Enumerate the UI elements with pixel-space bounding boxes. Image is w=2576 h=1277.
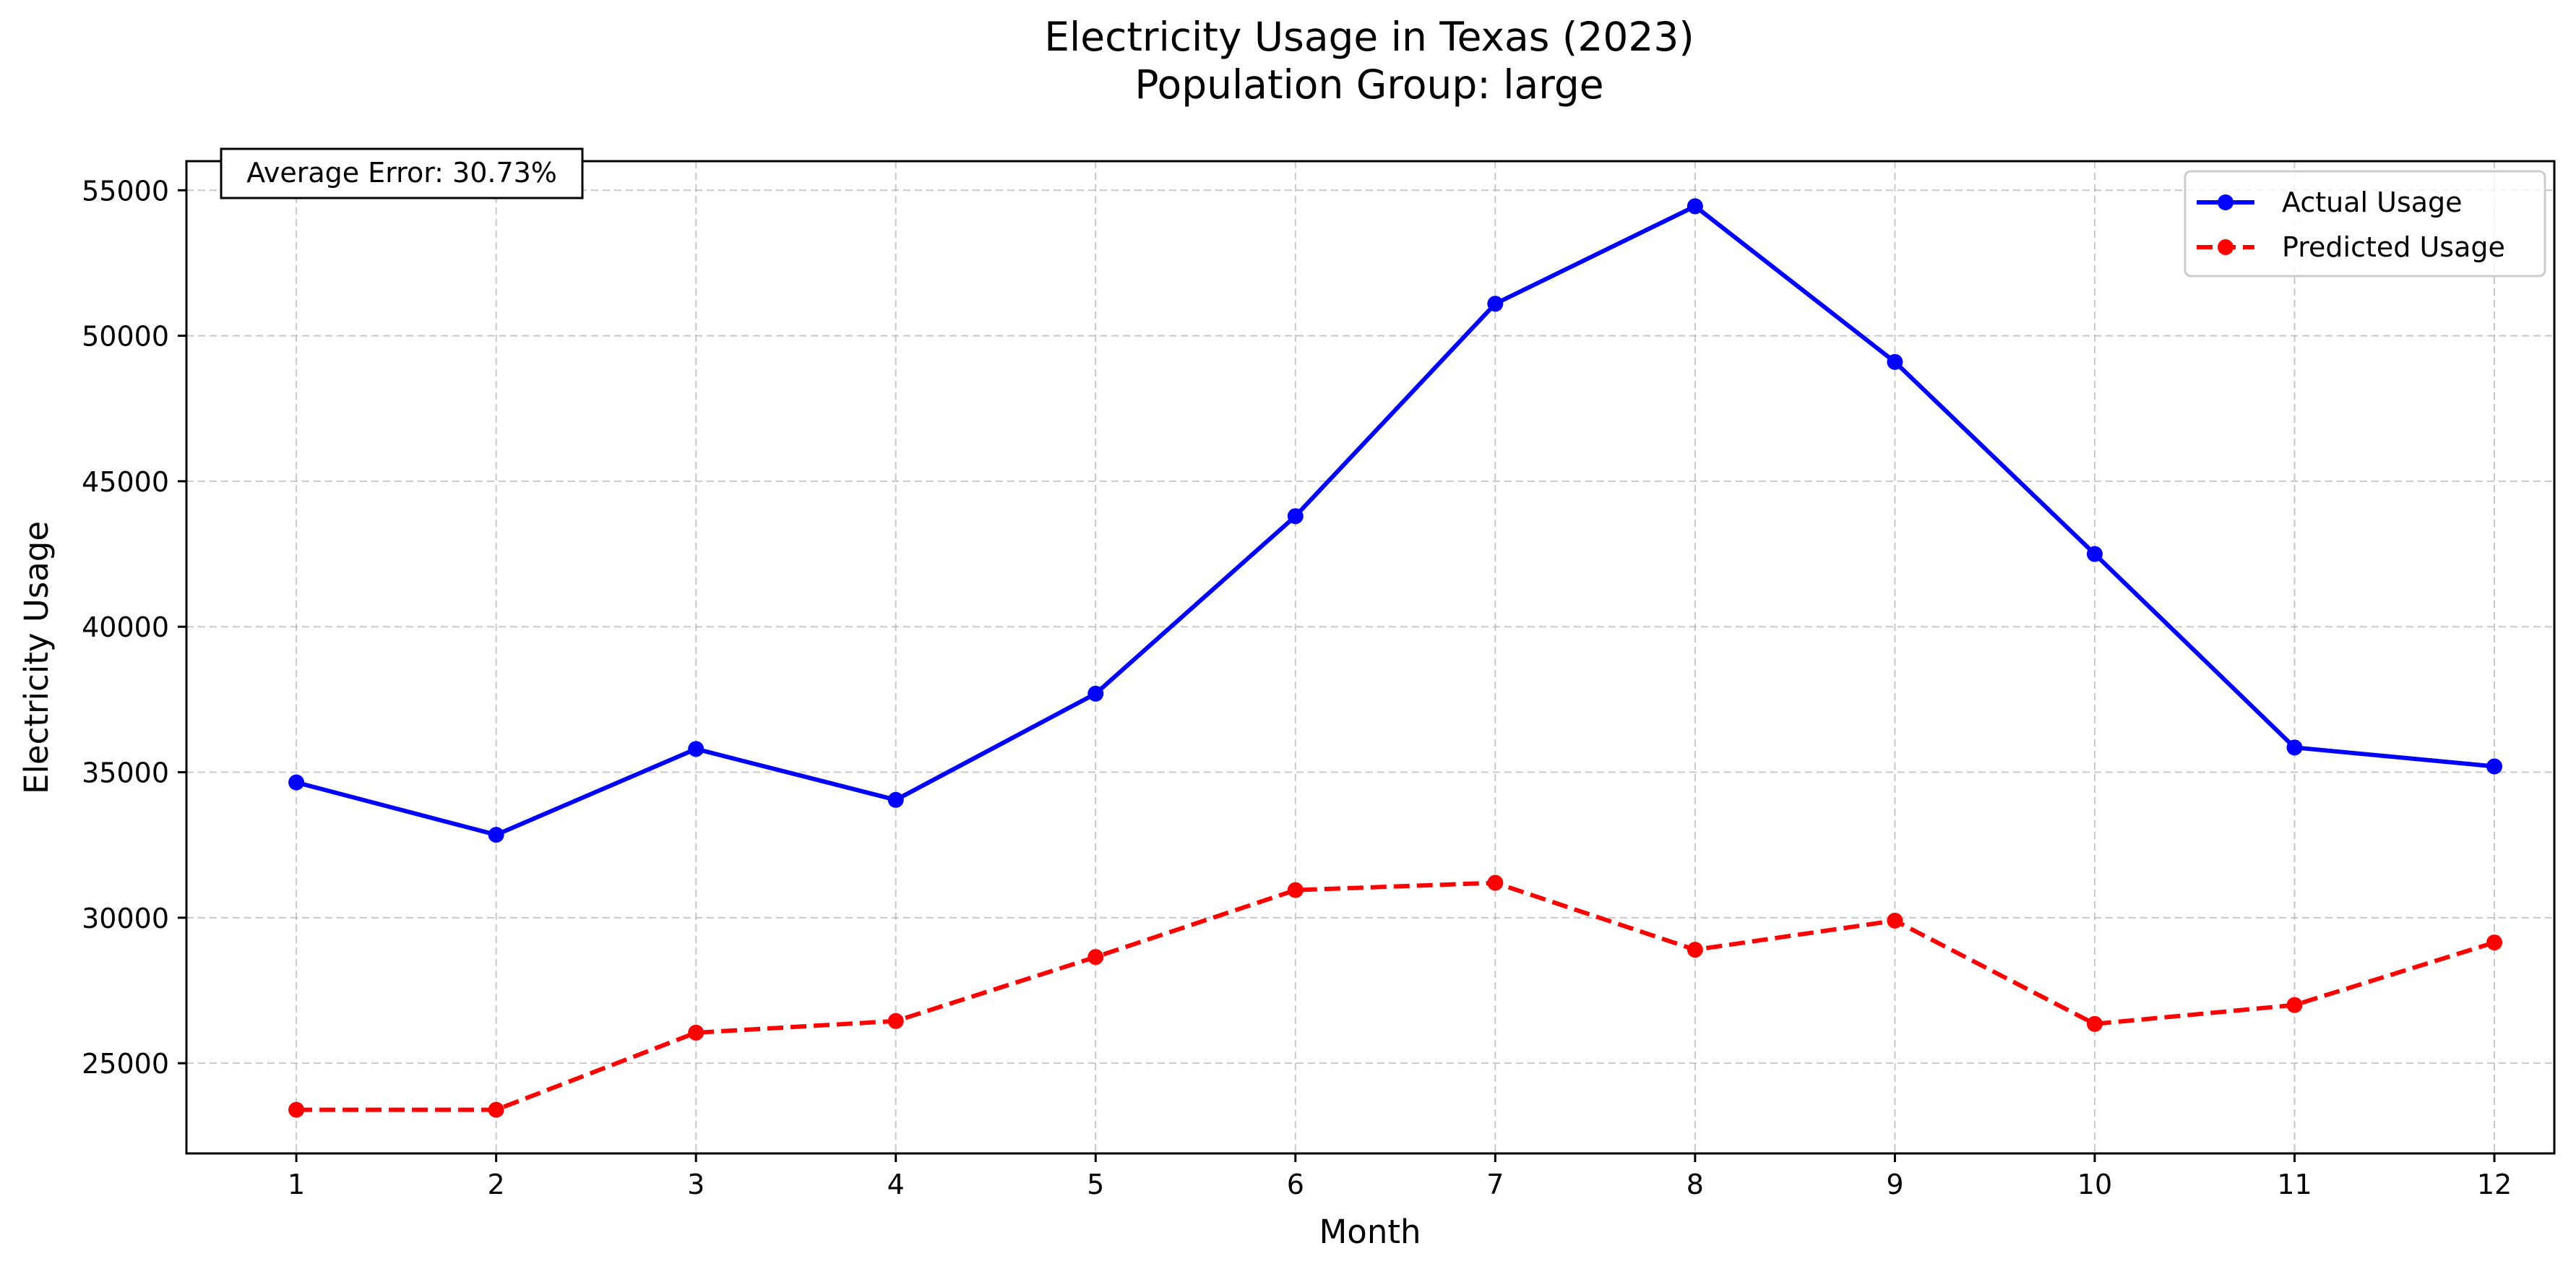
data-point — [1887, 353, 1903, 370]
y-tick-label: 30000 — [82, 903, 169, 934]
series-line — [296, 880, 2495, 1112]
grid — [186, 161, 2554, 1153]
data-point — [1687, 198, 1703, 215]
plot-area-frame — [185, 160, 2556, 1155]
y-tick-label: 45000 — [82, 466, 169, 498]
data-point — [2486, 934, 2503, 951]
data-series — [288, 198, 2503, 1118]
y-tick-label: 35000 — [82, 757, 169, 789]
x-tick-label: 3 — [687, 1169, 705, 1200]
x-tick-label: 10 — [2077, 1169, 2112, 1200]
data-point — [1487, 874, 1504, 891]
y-tick-label: 40000 — [82, 611, 169, 643]
data-point — [488, 827, 504, 843]
x-tick-label: 5 — [1087, 1169, 1104, 1200]
data-point — [1287, 508, 1304, 525]
x-tick-label: 9 — [1886, 1169, 1903, 1200]
data-point — [1287, 882, 1304, 898]
x-tick-label: 7 — [1486, 1169, 1504, 1200]
data-point — [288, 1101, 305, 1118]
x-axis-label: Month — [1319, 1213, 1421, 1251]
y-tick-label: 55000 — [82, 175, 169, 207]
average-error-annotation: Average Error: 30.73% — [220, 147, 584, 199]
annotation-box — [220, 147, 584, 199]
y-axis-label: Electricity Usage — [17, 521, 56, 794]
data-point — [2286, 997, 2303, 1013]
legend-label-predicted: Predicted Usage — [2282, 231, 2505, 263]
legend: Actual Usage Predicted Usage — [2184, 170, 2546, 278]
x-tick-label: 6 — [1287, 1169, 1304, 1200]
annotation-text: Average Error: 30.73% — [246, 157, 557, 189]
data-point — [1087, 949, 1104, 966]
chart-title: Electricity Usage in Texas (2023) — [1044, 14, 1694, 60]
data-point — [688, 741, 705, 757]
x-tick-label: 8 — [1687, 1169, 1704, 1200]
axis-ticks: 1 2 3 4 5 6 7 8 9 10 11 122500030000350004000045000… — [82, 175, 2512, 1200]
data-point — [688, 1024, 705, 1041]
y-tick-label: 25000 — [82, 1048, 169, 1080]
legend-label-actual: Actual Usage — [2282, 186, 2463, 218]
data-point — [887, 791, 904, 808]
chart-subtitle: Population Group: large — [1134, 61, 1603, 108]
legend-frame — [2184, 170, 2546, 278]
x-tick-label: 1 — [288, 1169, 305, 1200]
x-tick-label: 4 — [887, 1169, 905, 1200]
y-tick-label: 50000 — [82, 321, 169, 353]
data-point — [1687, 942, 1703, 958]
data-point — [1087, 685, 1104, 702]
data-point — [2086, 1015, 2103, 1032]
data-point — [288, 774, 305, 791]
x-tick-label: 2 — [488, 1169, 505, 1200]
data-point — [488, 1101, 504, 1118]
data-point — [887, 1012, 904, 1029]
data-point — [1487, 296, 1504, 312]
data-point — [2286, 739, 2303, 756]
x-tick-label: 11 — [2277, 1169, 2312, 1200]
legend-marker-predicted — [2218, 239, 2233, 255]
series-line — [296, 204, 2495, 838]
data-point — [2486, 758, 2503, 775]
x-tick-label: 12 — [2477, 1169, 2512, 1200]
data-point — [2086, 546, 2103, 562]
legend-marker-actual — [2218, 194, 2233, 210]
data-point — [1887, 912, 1903, 929]
